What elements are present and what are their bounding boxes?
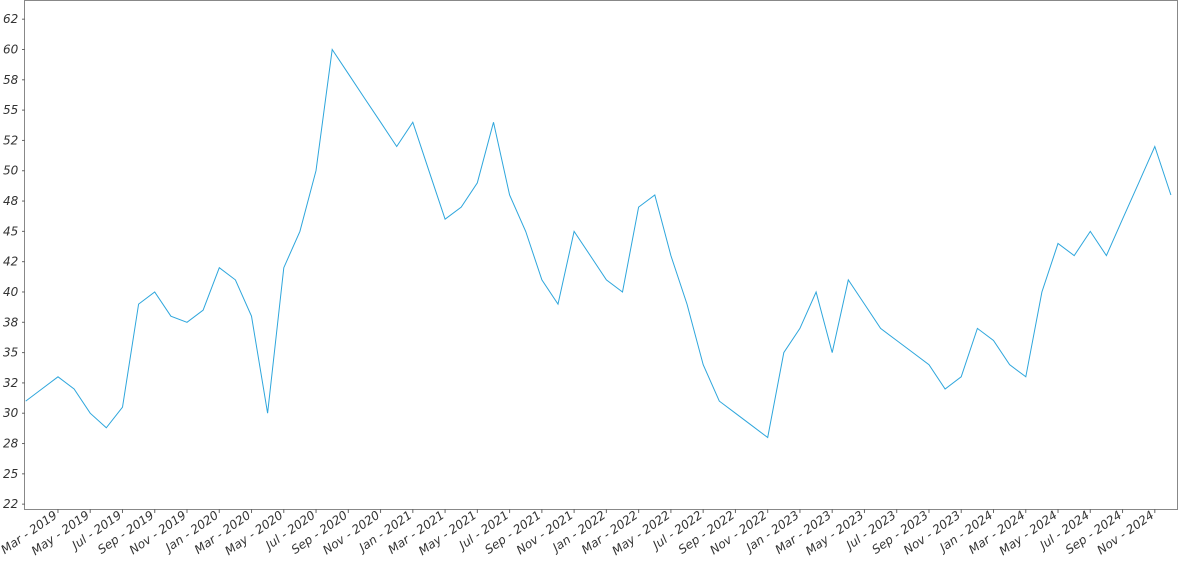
- y-tick-label: 55: [3, 103, 18, 117]
- y-tick-label: 40: [3, 285, 19, 299]
- y-tick-label: 25: [3, 467, 18, 481]
- y-tick-label: 32: [3, 376, 18, 390]
- y-tick-label: 60: [3, 42, 19, 56]
- y-tick-label: 38: [3, 315, 19, 329]
- y-tick-label: 48: [3, 194, 19, 208]
- y-tick-label: 28: [3, 437, 19, 451]
- y-tick-label: 22: [3, 497, 18, 511]
- plot-frame: [24, 0, 1178, 510]
- y-tick-label: 52: [3, 133, 18, 147]
- y-tick-label: 35: [3, 346, 18, 360]
- y-tick-label: 30: [3, 406, 19, 420]
- y-tick-label: 58: [3, 73, 19, 87]
- y-tick-label: 45: [3, 224, 18, 238]
- y-tick-label: 50: [3, 164, 19, 178]
- y-tick-label: 42: [3, 255, 18, 269]
- y-tick-label: 62: [3, 12, 18, 26]
- line-series: [25, 48, 1172, 439]
